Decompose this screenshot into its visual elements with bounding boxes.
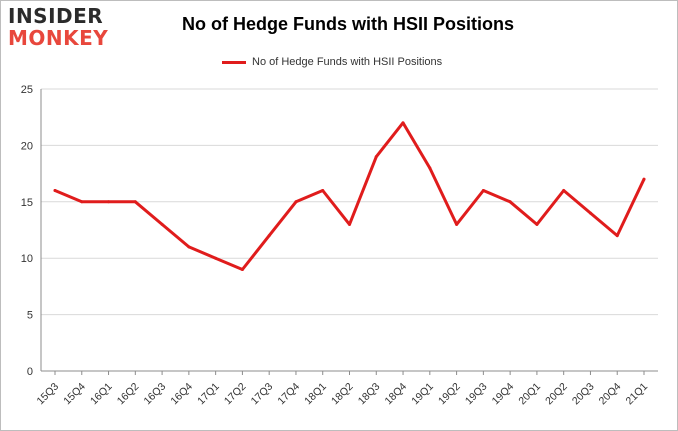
x-tick-label: 19Q3 bbox=[463, 381, 490, 408]
data-point bbox=[321, 189, 325, 193]
data-point bbox=[481, 189, 485, 193]
data-point bbox=[455, 222, 459, 226]
chart-legend: No of Hedge Funds with HSII Positions bbox=[222, 55, 442, 69]
y-tick-label: 0 bbox=[27, 366, 33, 378]
y-tick-label: 15 bbox=[21, 197, 33, 209]
data-point bbox=[107, 200, 111, 204]
data-point bbox=[642, 177, 646, 181]
series-line bbox=[53, 121, 646, 271]
data-point bbox=[588, 211, 592, 215]
data-point bbox=[401, 121, 405, 125]
x-tick-label: 19Q4 bbox=[490, 381, 517, 408]
x-tick-label: 18Q4 bbox=[383, 381, 410, 408]
data-point bbox=[508, 200, 512, 204]
x-tick-label: 19Q2 bbox=[436, 381, 463, 408]
data-point bbox=[535, 222, 539, 226]
x-tick-label: 18Q3 bbox=[356, 381, 383, 408]
data-point bbox=[562, 189, 566, 193]
y-tick-label: 20 bbox=[21, 140, 33, 152]
x-tick-label: 18Q1 bbox=[302, 381, 329, 408]
insider-monkey-logo: INSIDER MONKEY bbox=[8, 6, 126, 48]
x-tick-label: 16Q2 bbox=[115, 381, 142, 408]
data-point bbox=[53, 189, 57, 193]
x-tick-label: 18Q2 bbox=[329, 381, 356, 408]
data-point bbox=[160, 222, 164, 226]
data-point bbox=[348, 222, 351, 226]
x-tick-label: 21Q1 bbox=[623, 381, 650, 408]
data-point bbox=[428, 166, 432, 170]
data-point bbox=[187, 245, 191, 249]
x-tick-label: 17Q1 bbox=[195, 381, 222, 408]
x-tick-label: 16Q4 bbox=[168, 381, 195, 408]
data-point bbox=[240, 267, 244, 271]
legend-label: No of Hedge Funds with HSII Positions bbox=[252, 56, 443, 68]
logo-line-1: INSIDER bbox=[8, 4, 104, 28]
data-point bbox=[374, 155, 378, 159]
data-point bbox=[133, 200, 137, 204]
x-tick-label: 17Q3 bbox=[249, 381, 276, 408]
x-tick-label: 19Q1 bbox=[409, 381, 436, 408]
chart-title: No of Hedge Funds with HSII Positions bbox=[182, 14, 514, 34]
data-point bbox=[214, 256, 218, 260]
data-point bbox=[294, 200, 298, 204]
x-tick-label: 16Q1 bbox=[88, 381, 115, 408]
x-tick-label: 17Q2 bbox=[222, 381, 249, 408]
legend-swatch bbox=[222, 60, 246, 64]
y-tick-label: 25 bbox=[21, 84, 33, 96]
x-tick-label: 20Q4 bbox=[597, 381, 624, 408]
x-tick-label: 15Q3 bbox=[34, 381, 61, 408]
data-point bbox=[80, 200, 84, 204]
x-tick-label: 20Q1 bbox=[516, 381, 543, 408]
data-point bbox=[267, 234, 271, 238]
y-tick-label: 5 bbox=[27, 310, 33, 322]
x-tick-label: 15Q4 bbox=[61, 381, 88, 408]
x-tick-label: 16Q3 bbox=[142, 381, 169, 408]
data-point bbox=[615, 234, 619, 238]
x-tick-label: 17Q4 bbox=[275, 381, 302, 408]
x-tick-label: 20Q2 bbox=[543, 381, 570, 408]
logo-line-2: MONKEY bbox=[8, 26, 109, 50]
y-tick-label: 10 bbox=[21, 253, 33, 265]
x-tick-label: 20Q3 bbox=[570, 381, 597, 408]
